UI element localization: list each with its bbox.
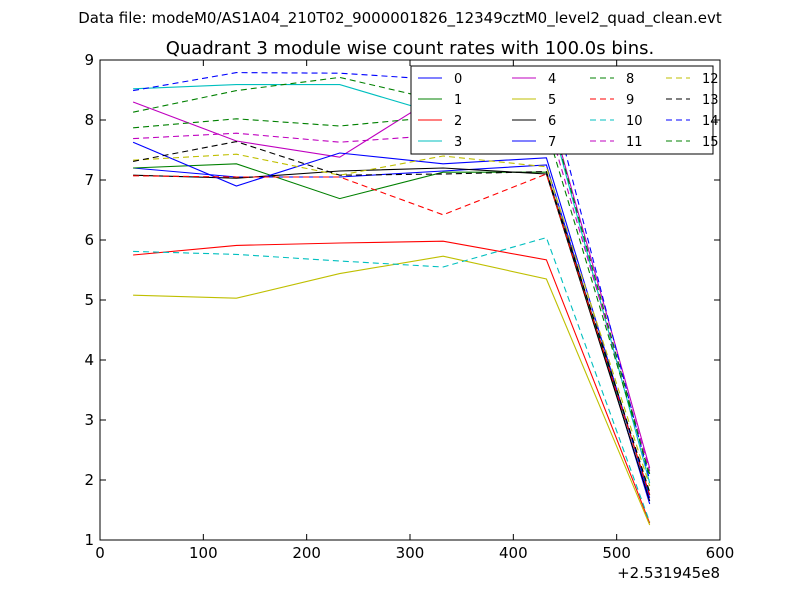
y-tick-label: 8 bbox=[84, 111, 94, 129]
series-line-15 bbox=[132, 76, 651, 478]
legend-label-4: 4 bbox=[548, 72, 556, 87]
legend-label-15: 15 bbox=[702, 135, 719, 150]
legend-label-0: 0 bbox=[454, 72, 462, 87]
series-line-2 bbox=[133, 240, 651, 524]
x-tick-label: 600 bbox=[706, 544, 735, 562]
legend-label-6: 6 bbox=[548, 114, 556, 129]
y-tick-label: 4 bbox=[84, 351, 94, 369]
plot-frame bbox=[99, 59, 721, 541]
y-tick-label: 5 bbox=[84, 291, 94, 309]
y-tick-label: 2 bbox=[84, 471, 94, 489]
legend-label-1: 1 bbox=[454, 93, 462, 108]
legend-label-11: 11 bbox=[626, 135, 643, 150]
series-line-8 bbox=[133, 115, 651, 475]
x-axis-offset-label: +2.531945e8 bbox=[617, 564, 720, 582]
legend-label-5: 5 bbox=[548, 93, 556, 108]
y-tick-label: 1 bbox=[84, 531, 94, 549]
y-tick-label: 9 bbox=[84, 51, 94, 69]
figure-suptitle: Data file: modeM0/AS1A04_210T02_90000018… bbox=[78, 9, 722, 28]
legend-label-2: 2 bbox=[454, 114, 462, 129]
chart-title: Quadrant 3 module wise count rates with … bbox=[166, 38, 655, 59]
legend-label-12: 12 bbox=[702, 72, 719, 87]
series-line-5 bbox=[133, 255, 651, 526]
y-tick-label: 6 bbox=[84, 231, 94, 249]
y-tick-label: 7 bbox=[84, 171, 94, 189]
legend-label-8: 8 bbox=[626, 72, 634, 87]
x-tick-label: 0 bbox=[95, 544, 105, 562]
x-tick-label: 400 bbox=[499, 544, 528, 562]
x-tick-label: 300 bbox=[396, 544, 425, 562]
legend-label-7: 7 bbox=[548, 135, 556, 150]
x-tick-label: 500 bbox=[602, 544, 631, 562]
series-line-13 bbox=[132, 141, 651, 493]
series-line-4 bbox=[132, 91, 651, 469]
legend-label-9: 9 bbox=[626, 93, 634, 108]
series-line-9 bbox=[133, 173, 651, 496]
series-line-7 bbox=[132, 141, 651, 499]
legend-label-3: 3 bbox=[454, 135, 462, 150]
y-tick-label: 3 bbox=[84, 411, 94, 429]
series-line-3 bbox=[133, 84, 651, 484]
legend-label-14: 14 bbox=[702, 114, 719, 129]
series-line-12 bbox=[133, 153, 651, 487]
legend-frame bbox=[410, 65, 714, 155]
legend-label-13: 13 bbox=[702, 93, 719, 108]
x-tick-label: 100 bbox=[189, 544, 218, 562]
x-tick-label: 200 bbox=[292, 544, 321, 562]
legend-label-10: 10 bbox=[626, 114, 643, 129]
